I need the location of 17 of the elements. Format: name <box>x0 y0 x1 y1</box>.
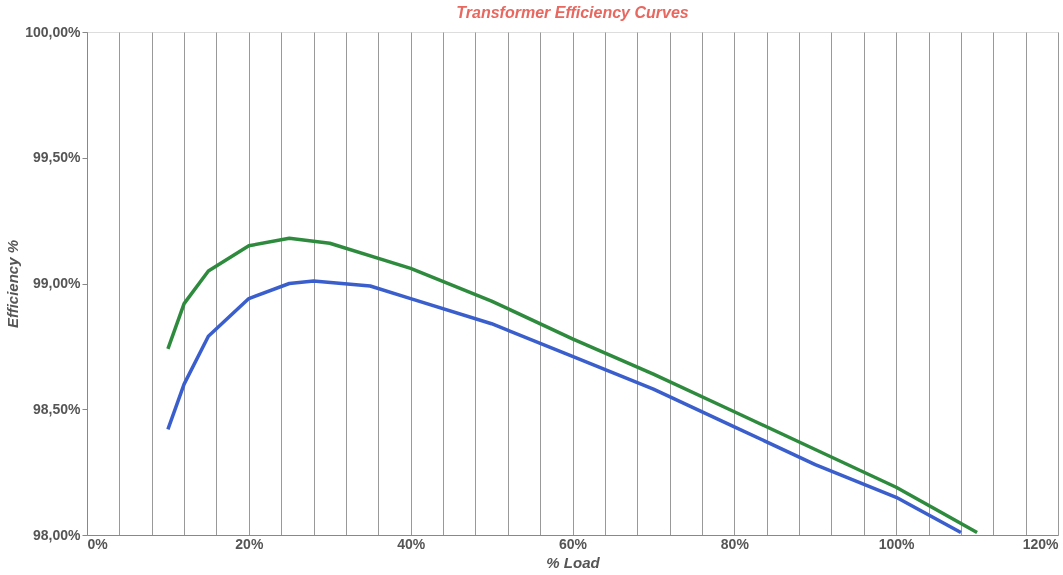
chart-title: Transformer Efficiency Curves <box>456 4 689 21</box>
x-tick-label: 20% <box>235 535 264 552</box>
y-axis-title: Efficiency % <box>4 239 22 329</box>
line-series <box>166 236 979 535</box>
line-series <box>166 279 963 535</box>
x-tick-label: 100% <box>878 535 916 552</box>
x-tick-label: 60% <box>558 535 588 552</box>
y-tick-label: 98,50% <box>33 400 82 417</box>
x-tick-label: 120% <box>1022 535 1060 552</box>
y-tick-label: 99,50% <box>33 149 82 166</box>
x-tick-label: 80% <box>720 535 750 552</box>
y-tick-label: 100,00% <box>25 23 82 40</box>
x-tick-label: 0% <box>87 535 109 552</box>
x-axis-title: % Load <box>546 553 601 571</box>
x-tick-label: 40% <box>397 535 426 552</box>
y-tick-label: 98,00% <box>33 526 82 543</box>
y-tick-label: 99,00% <box>33 275 82 291</box>
